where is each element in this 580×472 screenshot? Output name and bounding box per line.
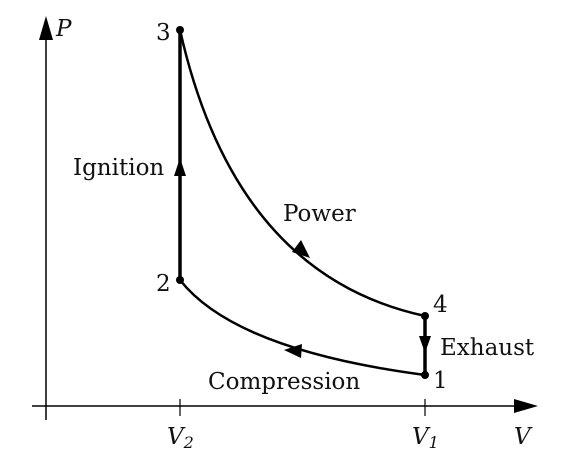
y-axis-label: P <box>55 16 72 42</box>
tick-label-v1: V1 <box>412 424 439 452</box>
power-curve <box>178 29 426 318</box>
state-point-2 <box>176 276 184 284</box>
state-point-4 <box>421 312 429 320</box>
ignition-arrow <box>174 158 186 176</box>
ignition-label: Ignition <box>73 155 164 181</box>
state-point-3 <box>176 26 184 34</box>
tick-label-v2: V2 <box>167 424 194 452</box>
exhaust-label: Exhaust <box>440 335 535 361</box>
compression-label: Compression <box>208 369 360 395</box>
x-axis-arrowhead <box>514 399 538 413</box>
exhaust-arrow <box>419 336 431 353</box>
state-label-4: 4 <box>433 292 448 318</box>
state-label-2: 2 <box>156 271 171 297</box>
y-axis-arrowhead <box>39 16 53 40</box>
state-label-1: 1 <box>433 368 448 394</box>
power-arrow <box>292 240 310 258</box>
compression-arrow <box>284 344 302 358</box>
power-label: Power <box>283 201 356 227</box>
compression-curve <box>179 279 426 377</box>
state-label-3: 3 <box>156 20 171 46</box>
x-axis-label: V <box>514 424 533 450</box>
state-point-1 <box>421 371 429 379</box>
